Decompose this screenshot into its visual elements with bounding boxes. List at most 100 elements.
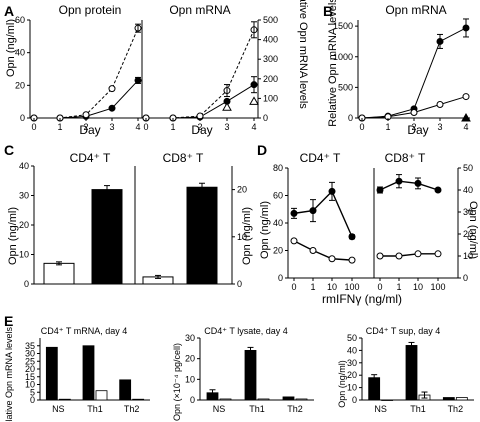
panel-e-2-ytick-label: 30 — [347, 358, 357, 368]
panel-b-ytick-label: 1500 — [333, 21, 353, 31]
panel-d-xtick-label: 10 — [327, 282, 337, 292]
panel-e2-ylabel: Opn (×10⁻⁴ pg/cell) — [172, 343, 182, 421]
panel-d-point — [434, 250, 442, 258]
panel-letter-d: D — [257, 142, 267, 158]
panel-d-xtick-label: 0 — [377, 282, 382, 292]
panel-a-right-triangle — [249, 96, 259, 105]
panel-d-left-title: CD4⁺ T — [300, 151, 341, 165]
panel-a-right-ytick-label: 100 — [263, 93, 278, 103]
panel-d-1-ytick-label: 20 — [463, 229, 473, 239]
panel-a-left-ytick-label: 40 — [15, 48, 25, 58]
panel-a-right-xtick-label: 1 — [170, 122, 175, 132]
panel-b-xtick-label: 2 — [411, 122, 416, 132]
panel-b-series-line — [361, 27, 467, 119]
panel-e3-ylabel: Opn (ng/ml) — [337, 360, 347, 408]
panel-e-category-label: NS — [52, 404, 65, 414]
panel-e-bar — [442, 397, 455, 401]
panel-letter-b: B — [323, 3, 333, 19]
panel-d-0-ytick-label: 0 — [278, 273, 283, 283]
panel-e-2-ytick-label: 40 — [347, 345, 357, 355]
panel-a-right-ytick-label: 0 — [263, 113, 268, 123]
panel-d-point — [348, 256, 356, 264]
panel-d-1-ytick-label: 10 — [463, 251, 473, 261]
panel-e-category-label: NS — [213, 404, 226, 414]
panel-d-ylabel-left: Opn (ng/ml) — [259, 201, 271, 259]
panel-e-bar — [455, 397, 468, 401]
panel-c-0-ytick-label: 40 — [19, 161, 29, 171]
panel-d-0-ytick-label: 20 — [273, 246, 283, 256]
panel-e-category-label: Th2 — [124, 404, 140, 414]
panel-d-xtick-label: 10 — [413, 282, 423, 292]
panel-d-0-ytick-label: 40 — [273, 218, 283, 228]
panel-b-point — [462, 93, 470, 101]
panel-a-left-ytick-label: 60 — [15, 15, 25, 25]
panel-a-left-point — [82, 111, 90, 119]
panel-d-xtick-label: 100 — [430, 282, 445, 292]
panel-c-0-ytick-label: 10 — [19, 250, 29, 260]
panel-c-1-ytick-label: 10 — [237, 232, 247, 242]
panel-e-0-ytick-label: 20 — [25, 364, 35, 374]
panel-a-right-title: Opn mRNA — [169, 3, 230, 17]
panel-d-point — [395, 252, 403, 260]
panel-letter-a: A — [4, 3, 14, 19]
panel-e-category-label: Th1 — [410, 404, 426, 414]
panel-e-2-ytick-label: 0 — [352, 395, 357, 405]
panel-b-xtick-label: 4 — [463, 122, 468, 132]
panel-e-bar — [119, 379, 132, 401]
panel-d-point — [328, 255, 336, 263]
panel-e-2-ytick-label: 20 — [347, 370, 357, 380]
panel-e-bar — [58, 398, 71, 401]
panel-e-1-ytick-label: 20 — [185, 354, 195, 364]
panel-e-0-ytick-label: 10 — [25, 380, 35, 390]
panel-a-right-ytick-label: 400 — [263, 35, 278, 45]
panel-b-ytick-label: 0 — [348, 113, 353, 123]
panel-b-xtick-label: 3 — [437, 122, 442, 132]
panel-e2-title: CD4⁺ T lysate, day 4 — [204, 326, 287, 336]
panel-b-ylabel: Relative Opn mRNA levels — [327, 0, 339, 127]
panel-a-left-series-line — [34, 27, 139, 119]
panel-c-1-ytick-label: 20 — [237, 185, 247, 195]
panel-e-category-label: NS — [374, 404, 387, 414]
panel-e-bar — [219, 398, 232, 401]
panel-e-bar — [257, 398, 270, 401]
panel-a-right-series-line — [146, 29, 255, 119]
panel-a-left-xtick-label: 1 — [57, 122, 62, 132]
panel-e-1-ytick-label: 0 — [190, 395, 195, 405]
panel-e-category-label: Th2 — [287, 404, 303, 414]
panel-d-1-ytick-label: 40 — [463, 185, 473, 195]
panel-c-0-ytick-label: 20 — [19, 220, 29, 230]
panel-e-0-ytick-label: 35 — [25, 341, 35, 351]
panel-e-category-label: Th1 — [249, 404, 265, 414]
panel-e-1-ytick-label: 10 — [185, 374, 195, 384]
panel-c-bar — [186, 186, 218, 285]
panel-c-ylabel-left: Opn (ng/ml) — [7, 207, 19, 265]
panel-e-bar — [95, 390, 108, 401]
panel-e-1-ytick-label: 30 — [185, 333, 195, 343]
panel-e-bar — [82, 345, 95, 401]
panel-c-0-ytick-label: 30 — [19, 191, 29, 201]
panel-d-0-ytick-label: 80 — [273, 163, 283, 173]
panel-d-series-line — [293, 190, 353, 238]
panel-d-1-ytick-label: 50 — [463, 163, 473, 173]
panel-a-left-xtick-label: 4 — [135, 122, 140, 132]
panel-e1-title: CD4⁺ T mRNA, day 4 — [41, 326, 127, 336]
panel-d-xlabel: rmIFNγ (ng/ml) — [322, 292, 402, 306]
panel-d-0-ytick-label: 60 — [273, 191, 283, 201]
panel-a-left-xtick-label: 3 — [109, 122, 114, 132]
panel-a-xlabel-right: Day — [191, 123, 212, 137]
panel-b-ytick-label: 500 — [338, 82, 353, 92]
panel-d-1-ytick-label: 0 — [463, 273, 468, 283]
panel-e-bar — [381, 399, 394, 401]
panel-b-point — [410, 108, 418, 116]
panel-c-0-ytick-label: 0 — [24, 279, 29, 289]
panel-e-0-ytick-label: 15 — [25, 372, 35, 382]
panel-letter-e: E — [4, 313, 13, 329]
panel-a-left-ytick-label: 20 — [15, 80, 25, 90]
panel-e-2-ytick-label: 50 — [347, 333, 357, 343]
panel-e-2-ytick-label: 10 — [347, 383, 357, 393]
panel-d-series-line — [379, 180, 439, 191]
panel-d-xtick-label: 1 — [396, 282, 401, 292]
panel-d-ylabel-right: Opn (ng/ml) — [467, 201, 479, 259]
panel-d-point — [309, 247, 317, 254]
